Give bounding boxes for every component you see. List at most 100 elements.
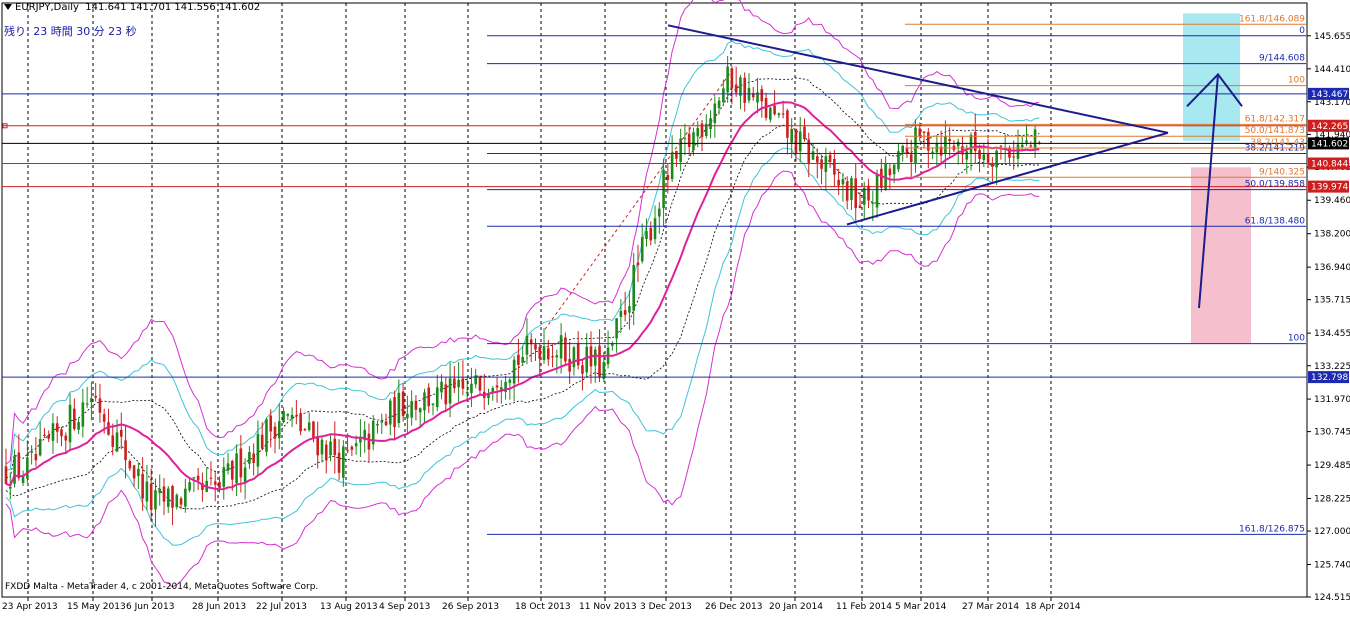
candle-body <box>303 429 307 431</box>
x-tick-label: 26 Dec 2013 <box>705 602 763 612</box>
candle-body <box>956 141 960 147</box>
price-tag-label: 140.844 <box>1311 160 1348 170</box>
fibo-label-blue: 61.8/138.480 <box>1245 216 1306 226</box>
fibo-label-orange: 38.2/141.43 <box>1250 138 1305 148</box>
candle-body <box>666 175 670 180</box>
y-tick-label: 134.455 <box>1314 329 1350 339</box>
candle-body <box>798 131 802 152</box>
candle-body <box>995 150 998 168</box>
candle-body <box>623 310 627 315</box>
candle-body <box>73 408 76 430</box>
candle-body <box>845 181 849 201</box>
candle-body <box>17 452 21 479</box>
projection-arrow-head <box>1186 72 1243 107</box>
candle-body <box>790 128 793 143</box>
candle-body <box>478 377 482 391</box>
y-tick-label: 135.715 <box>1314 296 1350 306</box>
candle-body <box>914 127 917 164</box>
candle-body <box>756 92 759 103</box>
candle-body <box>440 381 443 393</box>
candle-body <box>572 347 576 368</box>
candle-body <box>743 77 747 103</box>
candle-body <box>687 133 691 147</box>
dropdown-triangle-icon[interactable] <box>4 4 12 10</box>
candle-body <box>384 421 388 426</box>
candle-body <box>55 423 59 432</box>
candle-body <box>867 185 870 201</box>
candle-body <box>324 444 328 461</box>
candle-body <box>508 379 512 383</box>
price-tag-label: 142.265 <box>1311 122 1348 132</box>
price-tag <box>1308 87 1349 100</box>
candle-body <box>418 408 422 413</box>
candle-body <box>213 481 217 485</box>
candle-body <box>141 473 144 499</box>
candle-body <box>389 400 392 425</box>
bb-1sigma-upper <box>6 77 1040 478</box>
candle-body <box>102 414 106 422</box>
candle-body <box>474 375 477 385</box>
candle-body <box>653 218 657 240</box>
candle-body <box>794 128 798 154</box>
candle-body <box>239 448 243 478</box>
x-tick-label: 27 Mar 2014 <box>962 602 1019 612</box>
bb-3sigma-upper <box>5 0 1040 465</box>
candle-body <box>807 139 811 164</box>
candle-body <box>918 128 922 137</box>
candle-body <box>739 77 742 96</box>
candle-body <box>811 151 815 160</box>
candle-body <box>252 453 255 463</box>
candle-body <box>192 477 196 479</box>
candle-body <box>81 402 85 427</box>
bar-countdown: 残り: 23 時間 30 分 23 秒 <box>4 25 137 38</box>
candle-body <box>307 422 311 431</box>
level-marker <box>2 123 8 129</box>
candle-body <box>158 488 162 494</box>
x-tick-label: 20 Jan 2014 <box>769 602 823 612</box>
candle-body <box>137 468 140 477</box>
x-tick-label: 11 Nov 2013 <box>579 602 637 612</box>
candle-body <box>615 318 618 339</box>
candle-body <box>909 154 913 163</box>
candle-body <box>260 434 264 449</box>
x-tick-label: 22 Jul 2013 <box>256 602 307 612</box>
candle-body <box>60 429 63 437</box>
candle-body <box>700 123 704 137</box>
candle-body <box>359 436 362 443</box>
candle-body <box>713 103 717 123</box>
candle-body <box>683 138 687 140</box>
candle-body <box>696 127 700 137</box>
candle-body <box>585 346 589 373</box>
candle-body <box>410 400 413 418</box>
candle-body <box>892 164 896 175</box>
candle-body <box>171 486 174 508</box>
x-tick-label: 18 Apr 2014 <box>1025 602 1081 612</box>
candle-body <box>862 187 866 205</box>
candle-body <box>77 422 80 430</box>
candle-body <box>662 169 665 209</box>
candle-body <box>722 88 725 103</box>
candle-body <box>555 355 559 358</box>
candle-body <box>1012 156 1016 158</box>
candle-body <box>939 146 943 156</box>
candle-body <box>670 152 674 180</box>
candle-body <box>26 457 29 479</box>
y-tick-label: 125.740 <box>1314 560 1350 570</box>
candle-body <box>269 415 273 432</box>
candle-body <box>781 113 785 115</box>
candle-body <box>231 460 234 480</box>
candle-body <box>619 310 623 317</box>
candle-body <box>751 93 755 98</box>
candle-body <box>346 450 349 452</box>
candle-body <box>243 467 247 483</box>
candle-body <box>98 398 102 413</box>
x-tick-label: 4 Sep 2013 <box>379 602 430 612</box>
y-tick-label: 127.000 <box>1314 527 1350 537</box>
candle-body <box>564 337 567 362</box>
candle-body <box>30 450 33 453</box>
candle-body <box>209 477 213 479</box>
candle-body <box>286 413 290 416</box>
candle-body <box>290 415 294 419</box>
